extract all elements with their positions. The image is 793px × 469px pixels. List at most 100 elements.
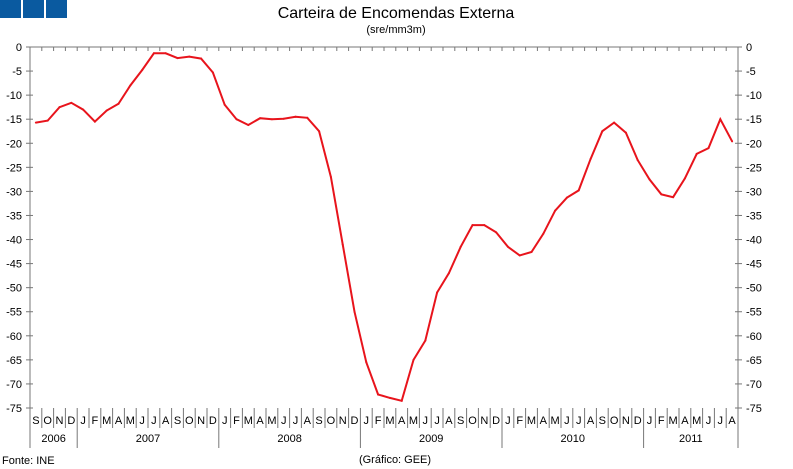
month-label: J [423, 415, 429, 427]
y-tick-label-left: 0 [16, 42, 22, 54]
y-tick-label-left: -20 [6, 138, 22, 150]
chart-title: Carteira de Encomendas Externa [278, 5, 515, 22]
y-tick-label-left: -25 [6, 162, 22, 174]
month-label: S [315, 415, 322, 427]
y-tick-label-right: -25 [746, 162, 762, 174]
month-label: S [174, 415, 181, 427]
month-label: S [457, 415, 464, 427]
y-tick-label-right: -20 [746, 138, 762, 150]
month-label: F [516, 415, 523, 427]
month-label: J [139, 415, 145, 427]
month-label: A [115, 415, 123, 427]
month-label: N [480, 415, 488, 427]
logo-block-2 [23, 0, 44, 18]
month-label: M [551, 415, 560, 427]
source-label: Fonte: INE [2, 455, 55, 467]
month-label: M [102, 415, 111, 427]
chart-subtitle: (sre/mm3m) [366, 24, 425, 36]
month-label: A [162, 415, 170, 427]
month-label: J [80, 415, 86, 427]
month-label: A [304, 415, 312, 427]
month-label: D [492, 415, 500, 427]
y-tick-label-left: -40 [6, 235, 22, 247]
month-label: M [385, 415, 394, 427]
month-label: D [634, 415, 642, 427]
y-tick-label-right: -45 [746, 259, 762, 271]
y-tick-label-right: -35 [746, 210, 762, 222]
series-line [35, 52, 733, 403]
month-label: M [669, 415, 678, 427]
y-tick-label-left: -30 [6, 186, 22, 198]
logo-block-1 [0, 0, 21, 18]
y-tick-label-left: -65 [6, 355, 22, 367]
month-label: N [622, 415, 630, 427]
y-tick-label-left: -5 [12, 66, 22, 78]
y-tick-label-left: -35 [6, 210, 22, 222]
month-label: J [505, 415, 511, 427]
y-tick-label-right: -40 [746, 235, 762, 247]
y-tick-label-left: -15 [6, 114, 22, 126]
y-tick-label-right: -60 [746, 331, 762, 343]
month-label: F [233, 415, 240, 427]
y-tick-label-right: -65 [746, 355, 762, 367]
y-tick-label-left: -60 [6, 331, 22, 343]
y-tick-label-right: -5 [746, 66, 756, 78]
y-tick-label-left: -55 [6, 307, 22, 319]
month-label: M [126, 415, 135, 427]
y-tick-label-right: -10 [746, 90, 762, 102]
y-tick-label-left: -70 [6, 379, 22, 391]
month-label: O [185, 415, 194, 427]
y-tick-label-right: -15 [746, 114, 762, 126]
year-label: 2011 [679, 433, 703, 445]
month-label: O [327, 415, 336, 427]
month-label: O [43, 415, 52, 427]
month-label: A [256, 415, 264, 427]
month-label: J [434, 415, 440, 427]
month-label: D [209, 415, 217, 427]
credit-label: (Gráfico: GEE) [359, 454, 431, 466]
month-label: D [67, 415, 75, 427]
month-label: J [564, 415, 570, 427]
month-label: J [718, 415, 724, 427]
month-label: F [92, 415, 99, 427]
month-label: O [610, 415, 619, 427]
month-label: J [647, 415, 653, 427]
month-label: N [56, 415, 64, 427]
month-label: A [540, 415, 548, 427]
month-label: A [445, 415, 453, 427]
month-label: F [375, 415, 382, 427]
y-tick-label-left: -75 [6, 403, 22, 415]
y-tick-label-right: 0 [746, 42, 752, 54]
y-tick-label-right: -30 [746, 186, 762, 198]
year-label: 2007 [136, 433, 160, 445]
month-label: A [681, 415, 689, 427]
month-label: D [351, 415, 359, 427]
month-label: M [409, 415, 418, 427]
month-label: J [151, 415, 157, 427]
month-label: M [527, 415, 536, 427]
month-label: J [706, 415, 712, 427]
month-label: J [281, 415, 287, 427]
year-label: 2008 [277, 433, 301, 445]
month-label: J [293, 415, 299, 427]
month-label: M [692, 415, 701, 427]
month-label: N [197, 415, 205, 427]
month-label: J [576, 415, 582, 427]
logo-block-3 [46, 0, 67, 18]
month-label: J [364, 415, 370, 427]
month-label: N [339, 415, 347, 427]
y-tick-label-right: -70 [746, 379, 762, 391]
month-label: S [599, 415, 606, 427]
y-tick-label-left: -45 [6, 259, 22, 271]
y-tick-label-right: -75 [746, 403, 762, 415]
year-label: 2010 [561, 433, 585, 445]
month-label: M [244, 415, 253, 427]
y-tick-label-right: -50 [746, 283, 762, 295]
month-label: M [267, 415, 276, 427]
y-tick-label-right: -55 [746, 307, 762, 319]
month-label: A [587, 415, 595, 427]
month-label: F [658, 415, 665, 427]
year-label: 2006 [41, 433, 65, 445]
